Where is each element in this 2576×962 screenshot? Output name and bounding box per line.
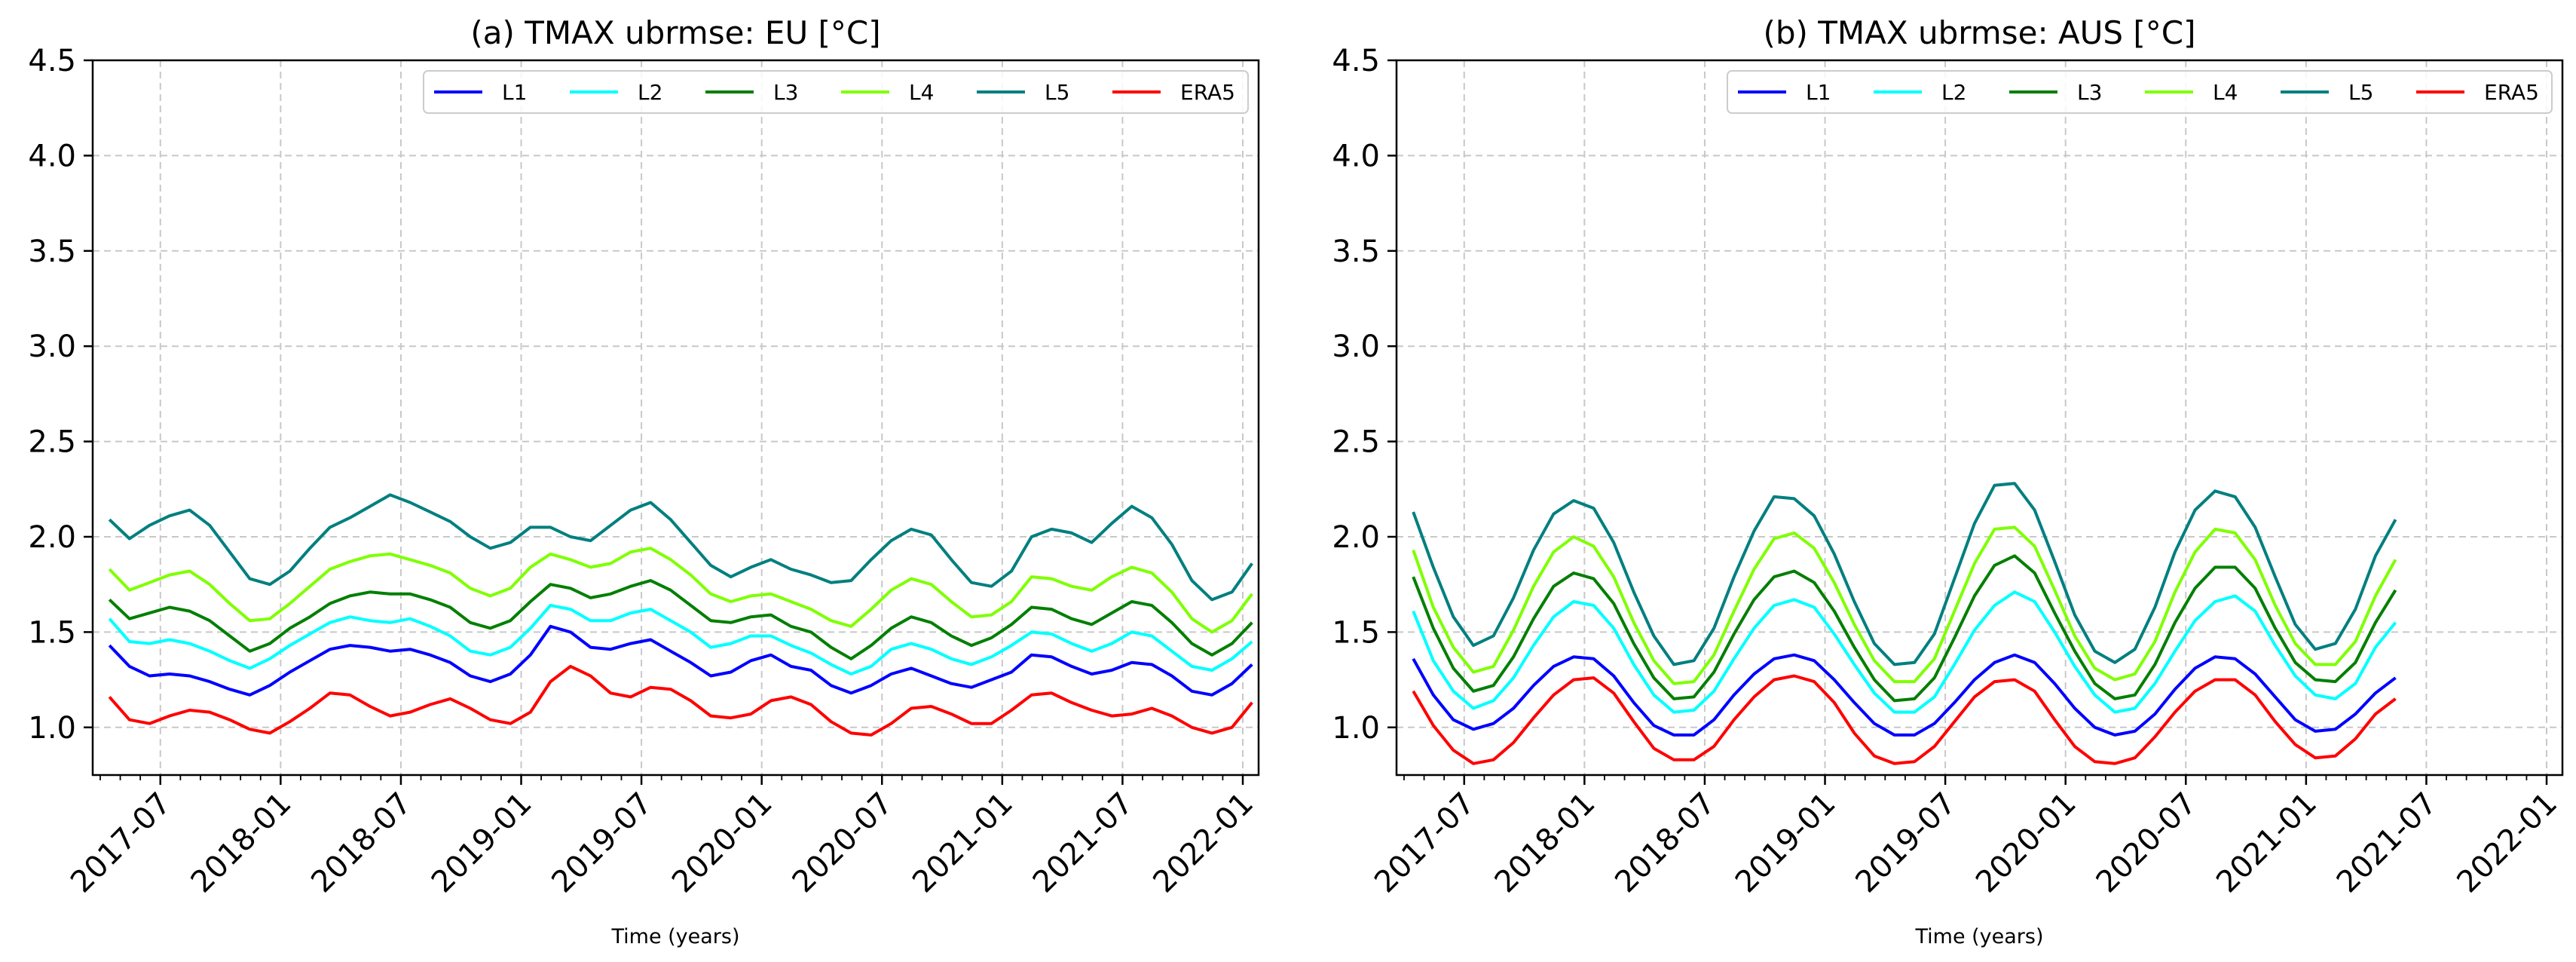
legend-label-era5: ERA5 xyxy=(2484,80,2539,105)
legend-box xyxy=(423,70,1249,114)
y-tick-label: 1.5 xyxy=(28,615,76,650)
x-tick-label: 2021-07 xyxy=(2330,786,2444,900)
series-line-l4 xyxy=(108,547,1253,634)
series-line-era5 xyxy=(1412,674,2397,765)
y-tick-label: 3.5 xyxy=(1332,234,1380,269)
plot-area xyxy=(93,60,1259,775)
legend-label-l1: L1 xyxy=(502,80,527,105)
plot-area xyxy=(1397,60,2562,775)
legend-label-l4: L4 xyxy=(909,80,934,105)
series-line-l1 xyxy=(1412,653,2397,737)
x-tick-label: 2017-07 xyxy=(64,786,178,900)
x-tick-label: 2018-01 xyxy=(185,786,298,900)
series-line-l3 xyxy=(108,579,1253,660)
x-tick-label: 2021-07 xyxy=(1026,786,1140,900)
series-line-l5 xyxy=(1412,482,2397,666)
series-line-l2 xyxy=(108,604,1253,676)
x-tick-label: 2020-07 xyxy=(786,786,900,900)
x-tick-label: 2018-01 xyxy=(1488,786,1602,900)
series-line-l1 xyxy=(108,624,1253,697)
legend-label-era5: ERA5 xyxy=(1180,80,1235,105)
x-tick-label: 2019-07 xyxy=(545,786,659,900)
legend-label-l4: L4 xyxy=(2213,80,2238,105)
legend-label-l5: L5 xyxy=(2348,80,2373,105)
legend-label-l1: L1 xyxy=(1806,80,1831,105)
series-line-l4 xyxy=(1412,525,2397,685)
x-tick-label: 2018-07 xyxy=(304,786,418,900)
x-tick-label: 2019-01 xyxy=(425,786,539,900)
chart-title: (b) TMAX ubrmse: AUS [°C] xyxy=(1763,14,2195,51)
legend: L1 L2 L3 L4 L5 ERA5 xyxy=(1727,70,2553,114)
chart-title: (a) TMAX ubrmse: EU [°C] xyxy=(470,14,880,51)
x-axis: 2017-07 2018-01 2018-07 2019-01 2019-07 2020-… xyxy=(1368,775,2564,899)
x-tick-label: 2022-01 xyxy=(2450,786,2564,900)
legend-label-l5: L5 xyxy=(1045,80,1069,105)
axes-frame xyxy=(91,59,1260,777)
y-tick-label: 4.5 xyxy=(1332,44,1380,78)
y-tick-label: 2.0 xyxy=(1332,520,1380,555)
legend-box xyxy=(1727,70,2553,114)
y-tick-label: 4.0 xyxy=(28,139,76,173)
x-tick-label: 2019-07 xyxy=(1849,786,1963,900)
x-axis: 2017-07 2018-01 2018-07 2019-01 2019-07 2020-… xyxy=(64,775,1260,899)
y-tick-label: 3.0 xyxy=(28,329,76,364)
y-tick-label: 1.0 xyxy=(28,711,76,746)
series-lines xyxy=(1412,482,2397,765)
legend-label-l2: L2 xyxy=(638,80,662,105)
series-lines xyxy=(108,493,1253,737)
x-tick-label: 2017-07 xyxy=(1368,786,1482,900)
x-tick-label: 2018-07 xyxy=(1608,786,1722,900)
x-tick-label: 2020-07 xyxy=(2090,786,2204,900)
legend: L1 L2 L3 L4 L5 ERA5 xyxy=(423,70,1249,114)
y-tick-label: 2.0 xyxy=(28,520,76,555)
y-tick-label: 4.0 xyxy=(1332,139,1380,173)
x-tick-label: 2020-01 xyxy=(665,786,779,900)
x-axis-label: Time (years) xyxy=(610,925,739,948)
y-axis: 1.0 1.5 2.0 2.5 3.0 3.5 4.0 4.5 xyxy=(1332,44,1397,746)
x-tick-label: 2021-01 xyxy=(2210,786,2324,900)
y-tick-label: 3.5 xyxy=(28,234,76,269)
y-tick-label: 3.0 xyxy=(1332,329,1380,364)
y-tick-label: 1.0 xyxy=(1332,711,1380,746)
y-tick-label: 4.5 xyxy=(28,44,76,78)
y-axis: 1.0 1.5 2.0 2.5 3.0 3.5 4.0 4.5 xyxy=(28,44,93,746)
x-tick-label: 2020-01 xyxy=(1969,786,2083,900)
series-line-era5 xyxy=(108,664,1253,737)
series-line-l5 xyxy=(108,493,1253,602)
y-tick-label: 1.5 xyxy=(1332,615,1380,650)
x-tick-label: 2022-01 xyxy=(1146,786,1260,900)
y-tick-label: 2.5 xyxy=(28,425,76,460)
x-tick-label: 2021-01 xyxy=(906,786,1020,900)
legend-label-l3: L3 xyxy=(773,80,798,105)
legend-label-l3: L3 xyxy=(2077,80,2102,105)
y-tick-label: 2.5 xyxy=(1332,425,1380,460)
axes-frame xyxy=(1395,59,2564,777)
x-axis-label: Time (years) xyxy=(1914,925,2043,948)
series-line-l3 xyxy=(1412,554,2397,703)
x-tick-label: 2019-01 xyxy=(1729,786,1843,900)
legend-label-l2: L2 xyxy=(1941,80,1966,105)
series-line-l2 xyxy=(1412,590,2397,714)
